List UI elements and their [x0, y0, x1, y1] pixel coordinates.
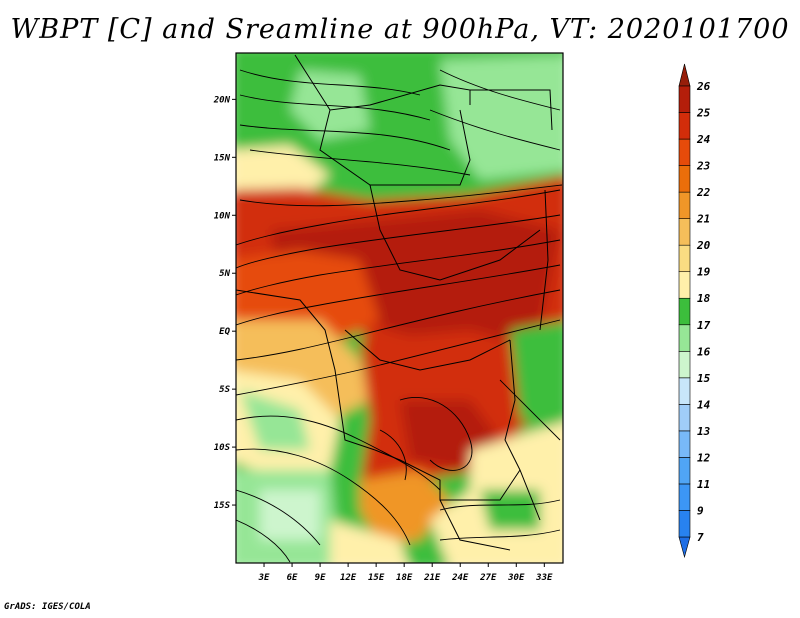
- colorbar-label: 9: [697, 504, 704, 517]
- grads-credit: GrADS: IGES/COLA: [4, 602, 91, 612]
- y-axis: 20N 15N 10N 5N EQ 5S 10S 15S: [213, 95, 236, 511]
- x-tick-label: 6E: [287, 573, 298, 583]
- colorbar-label: 11: [697, 478, 710, 491]
- chart-title: WBPT [C] and Sreamline at 900hPa, VT: 20…: [10, 14, 790, 45]
- plot-frame: [235, 52, 564, 564]
- colorbar-swatch: [678, 377, 691, 405]
- y-tick-label: 15N: [214, 153, 231, 163]
- x-tick-label: 30E: [507, 573, 525, 583]
- colorbar-swatch: [678, 324, 691, 352]
- colorbar-label: 22: [696, 186, 711, 199]
- colorbar-label: 12: [697, 451, 711, 464]
- colorbar-swatch: [678, 112, 691, 140]
- y-tick-label: 5N: [219, 269, 230, 279]
- y-tick-label: EQ: [219, 327, 230, 337]
- colorbar-label: 26: [696, 80, 711, 93]
- colorbar-label: 18: [697, 292, 711, 305]
- colorbar-swatch: [678, 138, 691, 166]
- x-tick-label: 18E: [396, 573, 413, 583]
- x-axis: 3E 6E 9E 12E 15E 18E 21E 24E 27E 30E 33E: [258, 563, 553, 583]
- colorbar-swatch: [678, 510, 691, 538]
- colorbar-swatch: [678, 191, 691, 219]
- x-tick-label: 3E: [258, 573, 270, 583]
- colorbar-swatch: [678, 244, 691, 273]
- colorbar-swatch: [678, 297, 691, 326]
- colorbar-swatch: [678, 218, 691, 246]
- y-tick-label: 15S: [214, 501, 231, 511]
- streamlines: [236, 69, 563, 563]
- x-tick-label: 15E: [368, 573, 385, 583]
- y-tick-label: 20N: [213, 95, 231, 105]
- colorbar-label: 16: [697, 345, 711, 358]
- colorbar-label: 23: [696, 160, 711, 173]
- country-borders: [236, 54, 553, 551]
- colorbar-label: 19: [697, 266, 711, 279]
- colorbar-label: 13: [697, 425, 711, 438]
- y-tick-label: 5S: [219, 385, 230, 395]
- colorbar-label: 20: [696, 239, 711, 252]
- colorbar-swatch: [678, 271, 691, 299]
- colorbar-label: 25: [696, 107, 711, 120]
- colorbar-swatch: [678, 350, 691, 379]
- colorbar-swatch: [678, 483, 691, 511]
- wbpt-field: [236, 53, 563, 563]
- colorbar-label: 15: [697, 372, 711, 385]
- colorbar-label: 24: [696, 133, 711, 146]
- y-tick-label: 10N: [214, 211, 231, 221]
- colorbar-extend-bottom: [678, 536, 691, 559]
- colorbar-extend-top: [678, 63, 691, 87]
- x-tick-label: 33E: [535, 573, 553, 583]
- x-tick-label: 21E: [423, 573, 441, 583]
- colorbar-swatch: [678, 430, 691, 458]
- y-tick-label: 10S: [214, 443, 231, 453]
- colorbar-label: 14: [697, 398, 711, 411]
- colorbar-swatch: [678, 457, 691, 485]
- x-tick-label: 24E: [451, 573, 469, 583]
- colorbar-swatch: [678, 85, 691, 113]
- colorbar-label: 17: [697, 319, 711, 332]
- colorbar-legend: 7 9 11 12 13 14 15 16 17 18 19 20 21 22 23 24 25 26: [678, 63, 711, 559]
- colorbar-label: 21: [696, 213, 710, 226]
- x-tick-label: 9E: [315, 573, 326, 583]
- colorbar-swatch: [678, 404, 691, 432]
- plot-area: [236, 53, 563, 563]
- colorbar-label: 7: [697, 531, 704, 544]
- x-tick-label: 12E: [340, 573, 357, 583]
- colorbar-swatch: [678, 165, 691, 193]
- chart: 3E 6E 9E 12E 15E 18E 21E 24E 27E 30E 33E 20N 15N 10N…: [213, 52, 711, 583]
- x-tick-label: 27E: [479, 573, 497, 583]
